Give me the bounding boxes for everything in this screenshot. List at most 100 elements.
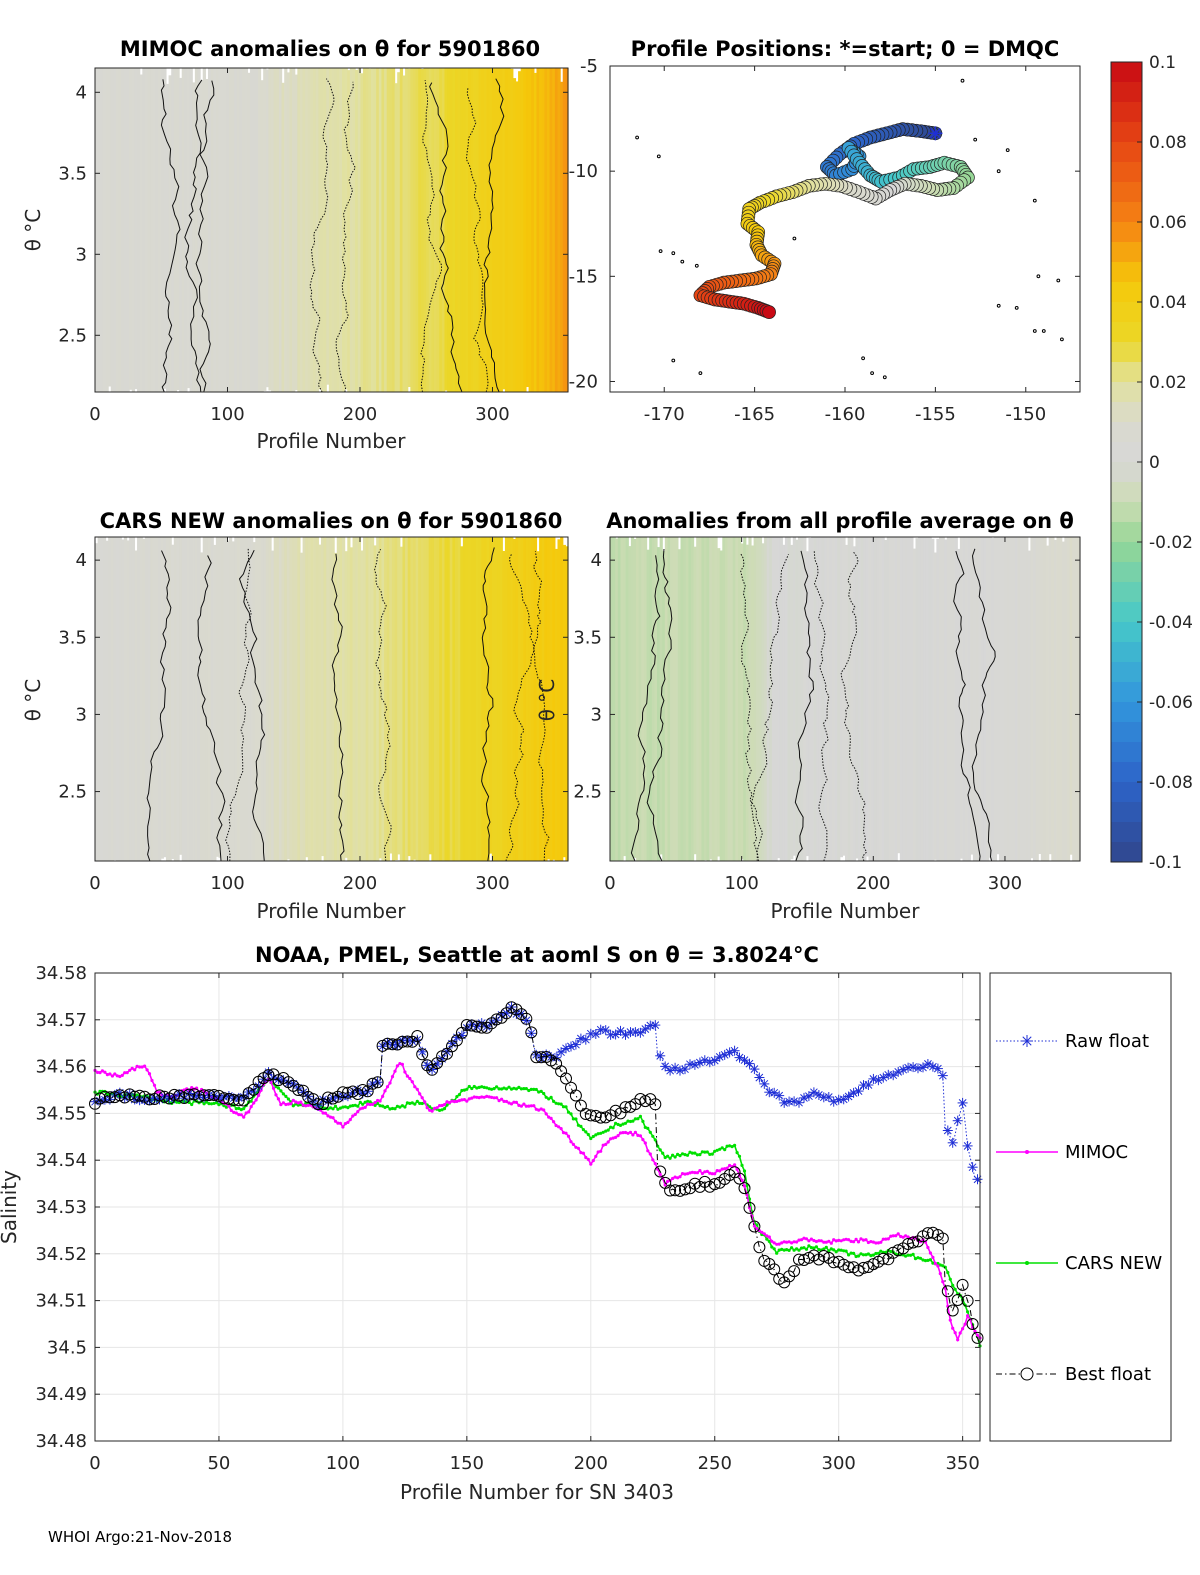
heatmap-cell bbox=[868, 537, 872, 861]
raw-point-stroke bbox=[581, 1035, 590, 1044]
series-point bbox=[777, 1242, 781, 1246]
heatmap-cell bbox=[518, 537, 522, 861]
legend: Raw float MIMOC CARS NEW Best float bbox=[996, 1031, 1162, 1385]
contour-line bbox=[195, 80, 215, 393]
series-point bbox=[475, 1086, 479, 1090]
series-point bbox=[388, 1081, 392, 1085]
heatmap-cell bbox=[1035, 537, 1039, 861]
series-point bbox=[95, 1070, 100, 1074]
series-point bbox=[790, 1241, 794, 1245]
x-tick-label: 250 bbox=[698, 1453, 732, 1474]
raw-point-stroke bbox=[909, 1063, 917, 1071]
series-point bbox=[358, 1100, 362, 1104]
heatmap-cell bbox=[638, 537, 642, 861]
heatmap-cell bbox=[560, 537, 564, 861]
contour-line bbox=[971, 548, 996, 862]
raw-point-stroke bbox=[636, 1028, 645, 1037]
heatmap-cell bbox=[179, 77, 183, 393]
series-point bbox=[423, 1100, 427, 1104]
heatmap-cell bbox=[1059, 537, 1063, 861]
heatmap-cell bbox=[539, 537, 543, 861]
heatmap-cell bbox=[554, 68, 559, 392]
heatmap-cell bbox=[978, 537, 982, 861]
series-point bbox=[651, 1158, 655, 1162]
heatmap-cell bbox=[213, 68, 217, 392]
heatmap-cell bbox=[983, 537, 987, 861]
island-marker bbox=[792, 236, 797, 241]
average-anomaly-panel: Anomalies from all profile average on θ … bbox=[535, 509, 1081, 923]
heatmap-cell bbox=[142, 68, 146, 392]
heatmap-cell bbox=[897, 537, 901, 854]
raw-point-stroke bbox=[810, 1088, 818, 1097]
heatmap-cell bbox=[717, 548, 721, 857]
best-point bbox=[341, 1086, 354, 1099]
series-point bbox=[502, 1086, 506, 1090]
series-point bbox=[460, 1088, 464, 1093]
best-point bbox=[649, 1098, 662, 1111]
contour-line bbox=[184, 79, 203, 393]
series-point bbox=[470, 1096, 474, 1100]
series-point bbox=[408, 1076, 412, 1081]
series-point bbox=[767, 1235, 771, 1239]
y-tick-label: 3 bbox=[76, 704, 87, 725]
heatmap-cell bbox=[821, 537, 825, 861]
series-point bbox=[852, 1251, 856, 1255]
heatmap-cell bbox=[271, 68, 275, 392]
series-point bbox=[393, 1069, 397, 1073]
series-point bbox=[455, 1095, 459, 1099]
series-point bbox=[145, 1068, 149, 1072]
series-point bbox=[946, 1270, 950, 1275]
island-marker bbox=[870, 371, 874, 376]
heatmap-cell bbox=[1017, 537, 1021, 861]
heatmap-cell bbox=[142, 538, 146, 861]
series-point bbox=[633, 1130, 638, 1134]
heatmap-cell bbox=[657, 547, 661, 861]
x-tick-label: 200 bbox=[343, 404, 377, 425]
y-tick-label: 2.5 bbox=[58, 325, 87, 346]
y-tick-label: 34.53 bbox=[35, 1197, 87, 1218]
series-point bbox=[648, 1130, 652, 1134]
heatmap-cell bbox=[610, 537, 614, 861]
best-point bbox=[921, 1227, 934, 1240]
series-point bbox=[628, 1130, 633, 1134]
series-point bbox=[420, 1101, 424, 1106]
series-point bbox=[730, 1145, 734, 1149]
best-point bbox=[793, 1253, 805, 1266]
heatmap-cell bbox=[334, 68, 338, 392]
series-point bbox=[237, 1113, 241, 1117]
heatmap-cell bbox=[850, 537, 854, 861]
series-point bbox=[643, 1125, 647, 1129]
heatmap-cell bbox=[688, 537, 692, 861]
series-point bbox=[140, 1065, 144, 1069]
heatmap-cell bbox=[415, 68, 419, 392]
series-point bbox=[906, 1253, 910, 1257]
heatmap-cell bbox=[881, 537, 885, 861]
x-tick-label: 150 bbox=[450, 1453, 484, 1474]
series-point bbox=[775, 1251, 779, 1255]
heatmap-cell bbox=[777, 537, 781, 859]
heatmap-cell bbox=[949, 537, 953, 861]
colorbar-band bbox=[1111, 662, 1142, 683]
best-point bbox=[584, 1109, 597, 1122]
series-point bbox=[529, 1087, 533, 1091]
island-marker bbox=[1005, 148, 1010, 153]
heatmap-cell bbox=[129, 68, 133, 390]
heatmap-cell bbox=[1027, 550, 1031, 861]
heatmap-cell bbox=[339, 537, 343, 861]
series-point bbox=[829, 1247, 833, 1251]
heatmap-cell bbox=[297, 68, 301, 392]
heatmap-cell bbox=[541, 537, 545, 861]
x-tick-label: 0 bbox=[89, 404, 100, 425]
series-point bbox=[561, 1131, 566, 1135]
best-point bbox=[336, 1086, 349, 1099]
colorbar-band bbox=[1111, 722, 1142, 743]
best-point bbox=[946, 1304, 959, 1317]
series-point bbox=[606, 1140, 610, 1144]
series-point bbox=[398, 1062, 402, 1066]
series-point bbox=[621, 1122, 625, 1126]
x-tick-label: 300 bbox=[822, 1453, 856, 1474]
series-point bbox=[809, 1246, 814, 1250]
series-point bbox=[646, 1126, 650, 1130]
series-point bbox=[524, 1087, 528, 1091]
heatmap-cell bbox=[502, 551, 506, 861]
